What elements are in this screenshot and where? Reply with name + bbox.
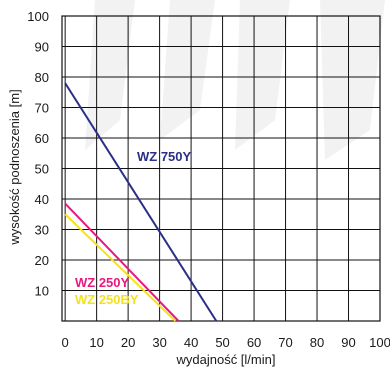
- y-tick-label: 20: [35, 253, 49, 268]
- x-tick-label: 50: [215, 335, 229, 350]
- x-tick-label: 70: [278, 335, 292, 350]
- series-label-wz-250y: WZ 250Y: [75, 275, 130, 290]
- y-tick-label: 50: [35, 162, 49, 177]
- y-tick-label: 70: [35, 101, 49, 116]
- y-tick-label: 80: [35, 70, 49, 85]
- series-line-wz-250by: [64, 213, 177, 322]
- x-tick-label: 30: [152, 335, 166, 350]
- y-tick-label: 90: [35, 40, 49, 55]
- series-label-wz-750y: WZ 750Y: [137, 149, 192, 164]
- y-tick-label: 40: [35, 192, 49, 207]
- x-tick-label: 100: [369, 335, 390, 350]
- grid: [61, 15, 381, 322]
- x-tick-label: 20: [121, 335, 135, 350]
- x-tick-label: 10: [89, 335, 103, 350]
- series-labels: WZ 750Y WZ 250Y WZ 250BY: [75, 149, 192, 307]
- background-watermark: [85, 0, 385, 160]
- y-tick-label: 30: [35, 223, 49, 238]
- x-tick-label: 80: [310, 335, 324, 350]
- series-label-wz-250by: WZ 250BY: [75, 292, 139, 307]
- tick-labels: 0 10 20 30 40 50 60 70 80 90 100 10 20 30 40 50 60 70 80 90…: [27, 9, 390, 350]
- x-tick-label: 90: [341, 335, 355, 350]
- x-tick-label: 40: [184, 335, 198, 350]
- series-lines: [64, 82, 218, 322]
- x-tick-label: 0: [62, 335, 69, 350]
- y-tick-label: 60: [35, 131, 49, 146]
- series-line-wz-250y: [64, 202, 180, 322]
- series-line-wz-750y: [64, 82, 218, 322]
- y-tick-label: 10: [35, 284, 49, 299]
- x-axis-label: wydajność [l/min]: [176, 352, 276, 367]
- y-tick-label: 100: [27, 9, 49, 24]
- x-tick-label: 60: [247, 335, 261, 350]
- y-axis-label: wysokość podnoszenia [m]: [7, 89, 22, 245]
